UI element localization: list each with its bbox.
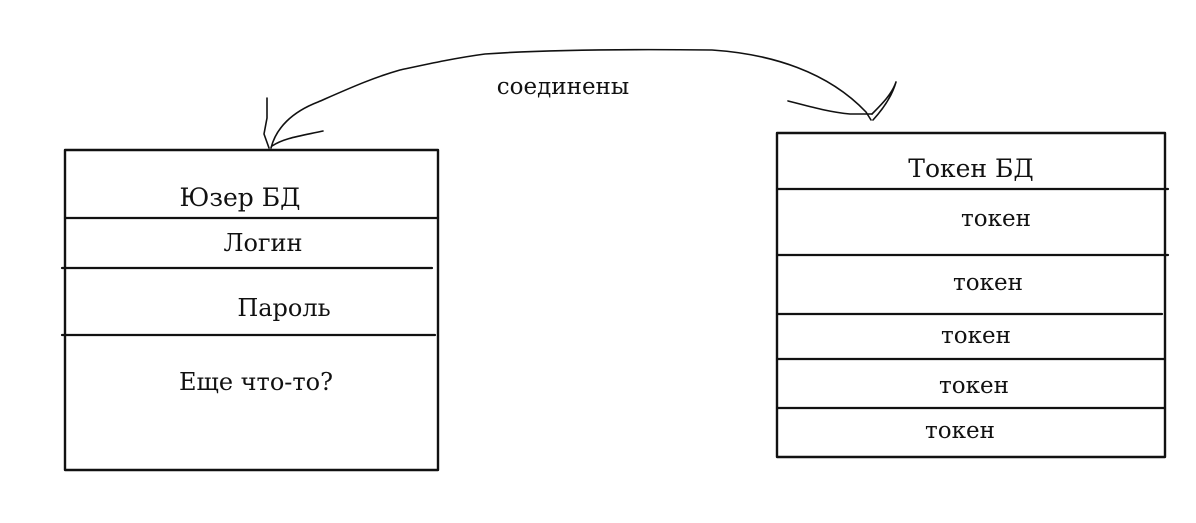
connection-tail-flick — [271, 130, 324, 147]
connection-arrow: соединены — [263, 48, 897, 149]
user-db-table: Юзер БД Логин Пароль Еще что-то? — [60, 148, 440, 472]
token-db-frame — [775, 131, 1167, 459]
token-db-table: Токен БД токен токен токен токен токен — [775, 131, 1170, 459]
user-db-field-login: Логин — [223, 229, 302, 257]
connection-tail-left — [263, 97, 270, 149]
token-db-row-3: токен — [941, 323, 1011, 349]
token-db-row-4: токен — [939, 373, 1009, 399]
connection-curve — [270, 48, 872, 149]
user-db-title: Юзер БД — [180, 183, 301, 212]
connection-label: соединены — [497, 74, 629, 100]
user-db-frame — [63, 148, 440, 472]
user-db-field-other: Еще что-то? — [179, 368, 333, 396]
user-db-field-password: Пароль — [237, 294, 330, 322]
token-db-title: Токен БД — [908, 154, 1033, 183]
token-db-row-5: токен — [925, 418, 995, 444]
arrowhead-lower-stroke — [787, 100, 873, 115]
arrowhead-upper-stroke — [871, 81, 897, 121]
token-db-row-2: токен — [953, 270, 1023, 296]
token-db-row-1: токен — [961, 206, 1031, 232]
